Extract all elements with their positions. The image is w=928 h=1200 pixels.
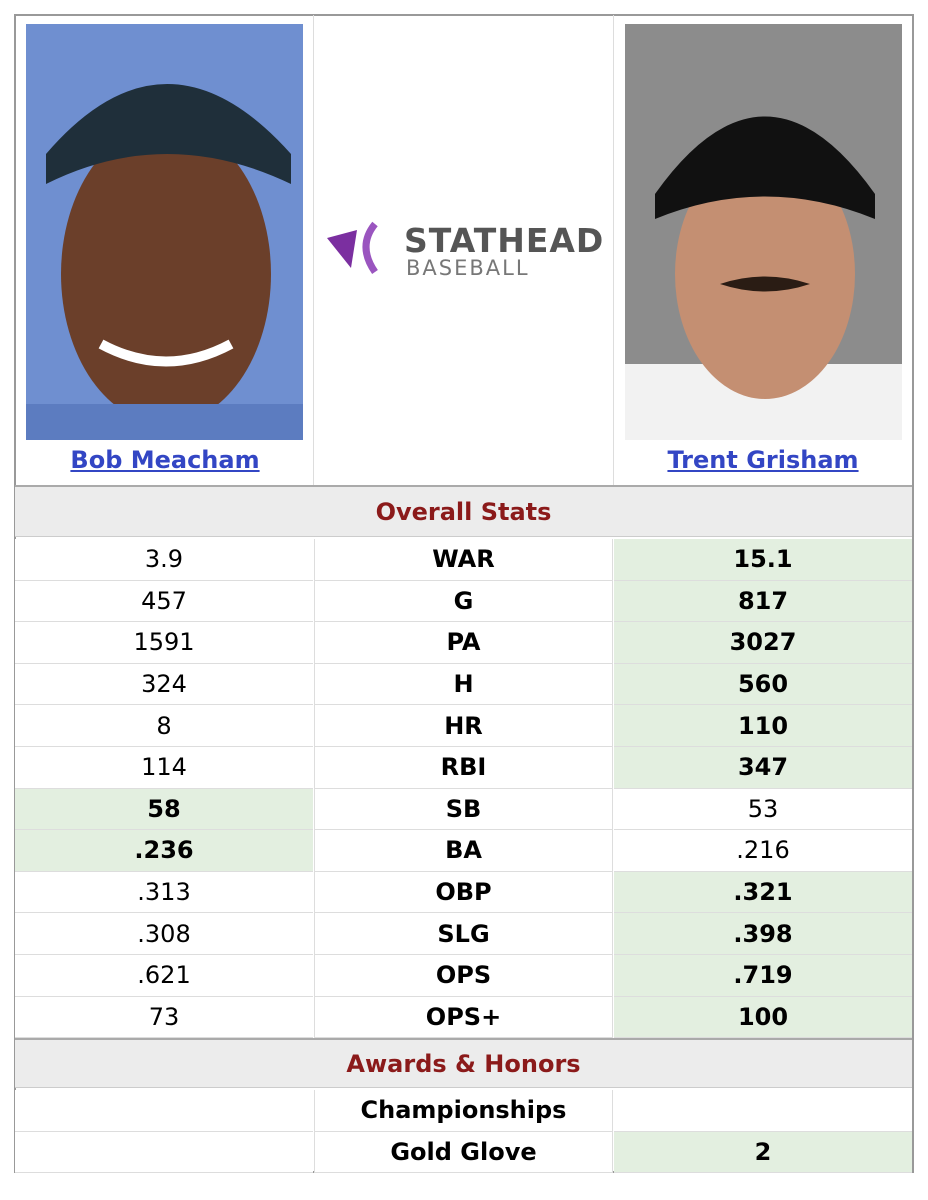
stat-label: OPS+ [314, 996, 613, 1039]
stat-value [15, 1131, 313, 1173]
logo-text: STATHEAD [404, 221, 605, 260]
stat-value: .216 [614, 830, 912, 872]
stat-value: 324 [15, 663, 313, 706]
stat-value: .236 [15, 830, 313, 872]
divider [613, 15, 614, 485]
stat-value: 457 [15, 580, 313, 623]
stat-label: RBI [314, 747, 613, 789]
stat-label: PA [314, 622, 613, 664]
player-name[interactable]: Trent Grisham [667, 446, 859, 474]
stat-value: 817 [614, 580, 912, 623]
stat-value: 8 [15, 705, 313, 747]
stat-value: 3027 [614, 622, 912, 664]
player-name[interactable]: Bob Meacham [70, 446, 260, 474]
stat-label: SB [314, 788, 613, 831]
stat-value [614, 1090, 912, 1132]
stat-value: 1591 [15, 622, 313, 664]
player-photo [625, 24, 902, 440]
logo-mark [327, 221, 378, 274]
stat-value: 58 [15, 788, 313, 831]
section-header: Awards & Honors [15, 1038, 912, 1088]
stat-value: 73 [15, 996, 313, 1039]
stat-label: G [314, 580, 613, 623]
stat-label: WAR [314, 539, 613, 581]
stat-value: 100 [614, 996, 912, 1039]
stat-value: 15.1 [614, 539, 912, 581]
stat-value: 110 [614, 705, 912, 747]
stat-value: 2 [614, 1131, 912, 1173]
stat-value: .621 [15, 955, 313, 997]
stat-label: OPS [314, 955, 613, 997]
stat-label: HR [314, 705, 613, 747]
stat-value: 560 [614, 663, 912, 706]
stat-label: Championships [314, 1090, 613, 1132]
stat-label: SLG [314, 913, 613, 955]
stat-value: 347 [614, 747, 912, 789]
stat-value: 3.9 [15, 539, 313, 581]
divider [313, 15, 314, 485]
stat-value: 53 [614, 788, 912, 831]
stat-value: .313 [15, 871, 313, 914]
stat-value: .308 [15, 913, 313, 955]
stat-value: .719 [614, 955, 912, 997]
stat-label: Gold Glove [314, 1131, 613, 1173]
stat-label: BA [314, 830, 613, 872]
stat-label: H [314, 663, 613, 706]
section-header: Overall Stats [15, 485, 912, 537]
stat-value: .321 [614, 871, 912, 914]
stat-label: OBP [314, 871, 613, 914]
stat-value: 114 [15, 747, 313, 789]
stat-value [15, 1090, 313, 1132]
stat-value: .398 [614, 913, 912, 955]
player-photo [26, 24, 303, 440]
logo-subtext: BASEBALL [406, 256, 530, 280]
